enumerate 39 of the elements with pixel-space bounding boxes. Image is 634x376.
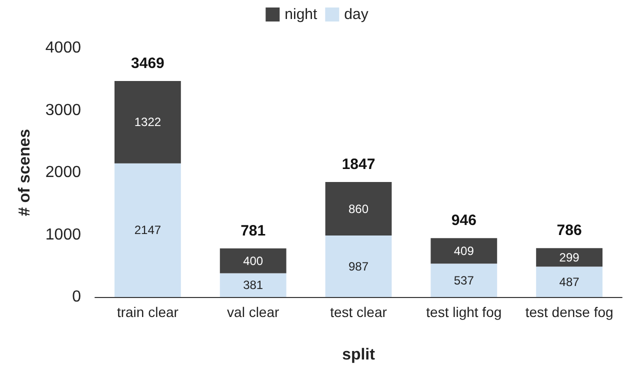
total-label: 946 — [451, 212, 476, 230]
bar — [430, 264, 498, 297]
y-tick-label: 1000 — [45, 226, 82, 244]
y-tick-label: 2000 — [45, 164, 82, 181]
x-tick-label: train clear — [116, 304, 179, 320]
data-label: 409 — [454, 244, 474, 258]
bar — [536, 248, 602, 267]
data-label: 2147 — [134, 223, 162, 238]
y-axis-title: # of scenes — [16, 128, 34, 216]
total-label: 781 — [240, 222, 266, 240]
data-label: 299 — [559, 250, 580, 264]
legend-label: night — [284, 6, 318, 23]
y-tick-label: 4000 — [45, 40, 82, 56]
bar — [220, 273, 286, 297]
bar — [325, 236, 392, 297]
x-tick-label: val clear — [227, 304, 280, 320]
x-tick-label: test dense fog — [525, 304, 614, 320]
bar — [536, 266, 602, 297]
bar — [325, 182, 392, 236]
data-label: 400 — [243, 254, 264, 268]
total-label: 3469 — [131, 55, 164, 72]
total-label: 1847 — [342, 156, 376, 174]
total-label: 786 — [556, 222, 582, 240]
bar — [220, 248, 286, 274]
legend-label: day — [344, 6, 369, 23]
data-label: 987 — [348, 259, 369, 274]
x-tick-label: test light fog — [426, 304, 502, 320]
data-label: 381 — [243, 278, 264, 292]
bar — [114, 163, 181, 297]
data-label: 860 — [348, 202, 369, 216]
x-axis-title: split — [342, 346, 376, 364]
bar — [114, 81, 181, 164]
bar — [430, 238, 498, 264]
y-tick-label: 0 — [72, 288, 82, 306]
data-label: 487 — [559, 274, 580, 289]
data-label: 1322 — [134, 115, 162, 130]
y-tick-label: 3000 — [45, 102, 82, 119]
data-label: 537 — [454, 273, 474, 288]
x-tick-label: test clear — [330, 304, 388, 320]
